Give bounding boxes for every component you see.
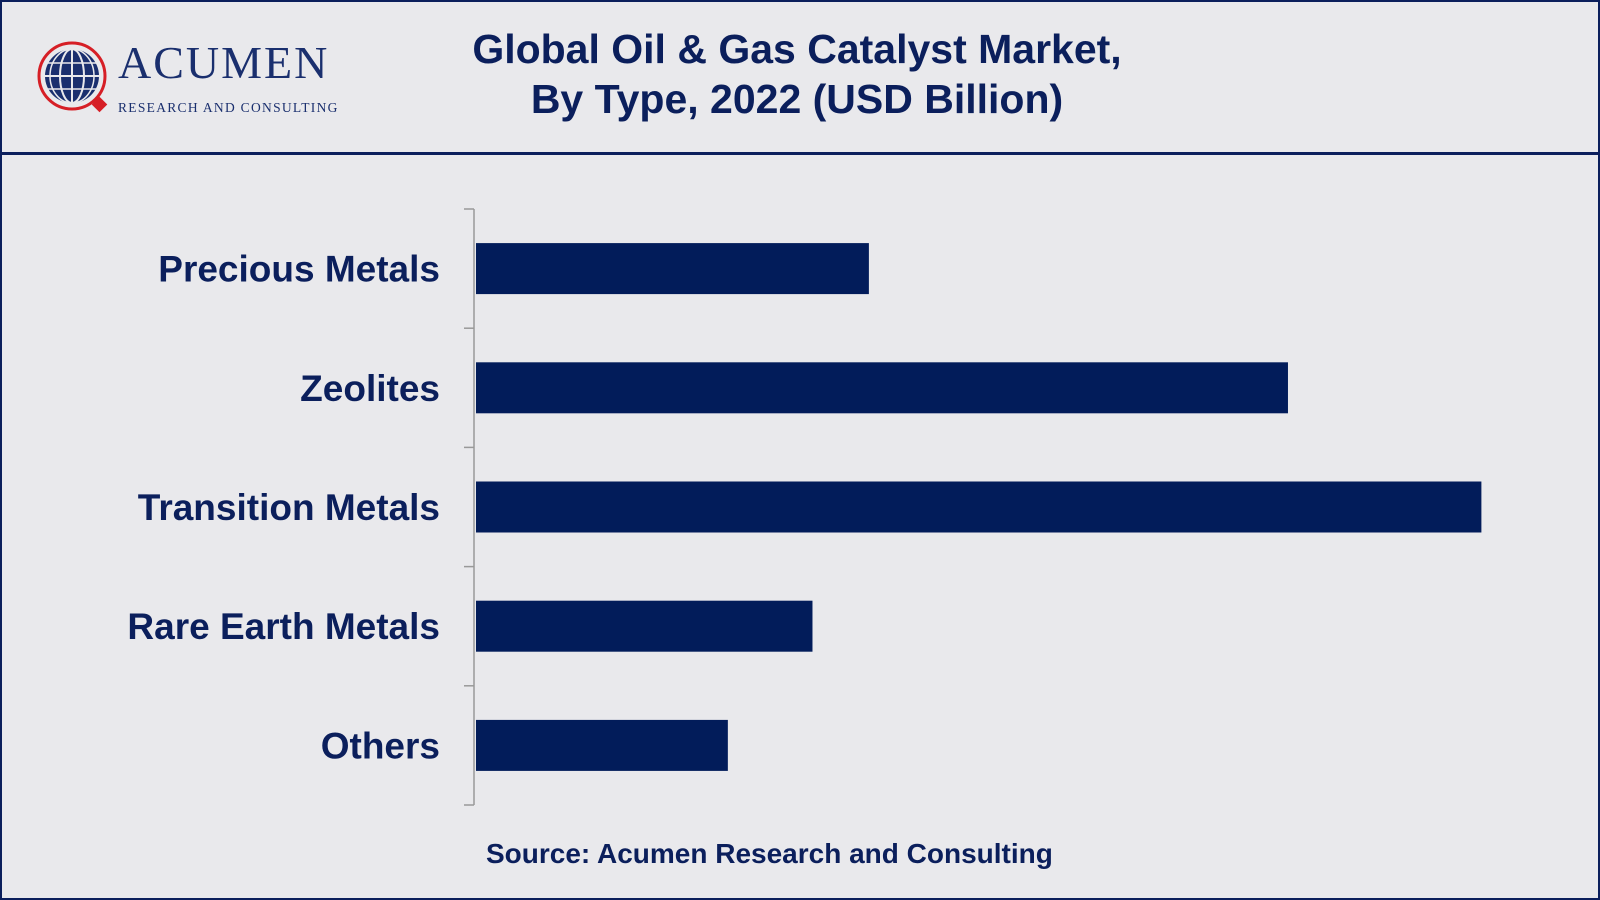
category-label: Transition Metals	[138, 487, 440, 528]
category-label: Zeolites	[300, 368, 440, 409]
chart-title-line-2: By Type, 2022 (USD Billion)	[530, 76, 1064, 122]
bar-transition-metals	[476, 481, 1482, 533]
chart-title-line-1: Global Oil & Gas Catalyst Market,	[472, 26, 1122, 72]
logo-wordmark: ACUMEN	[118, 37, 330, 88]
source-note: Source: Acumen Research and Consulting	[486, 838, 1053, 869]
bar-rare-earth-metals	[476, 600, 813, 652]
bar-zeolites	[476, 362, 1288, 414]
logo-tagline: RESEARCH AND CONSULTING	[118, 100, 339, 115]
category-label: Rare Earth Metals	[127, 606, 440, 647]
globe-logo-icon	[37, 41, 108, 113]
header: ACUMEN RESEARCH AND CONSULTING Global Oi…	[2, 2, 1598, 155]
company-logo: ACUMEN RESEARCH AND CONSULTING	[34, 36, 374, 126]
category-label: Precious Metals	[158, 249, 440, 290]
chart-title: Global Oil & Gas Catalyst Market, By Typ…	[382, 24, 1212, 124]
category-label: Others	[321, 725, 440, 766]
bar-others	[476, 719, 728, 771]
bar-precious-metals	[476, 243, 869, 295]
